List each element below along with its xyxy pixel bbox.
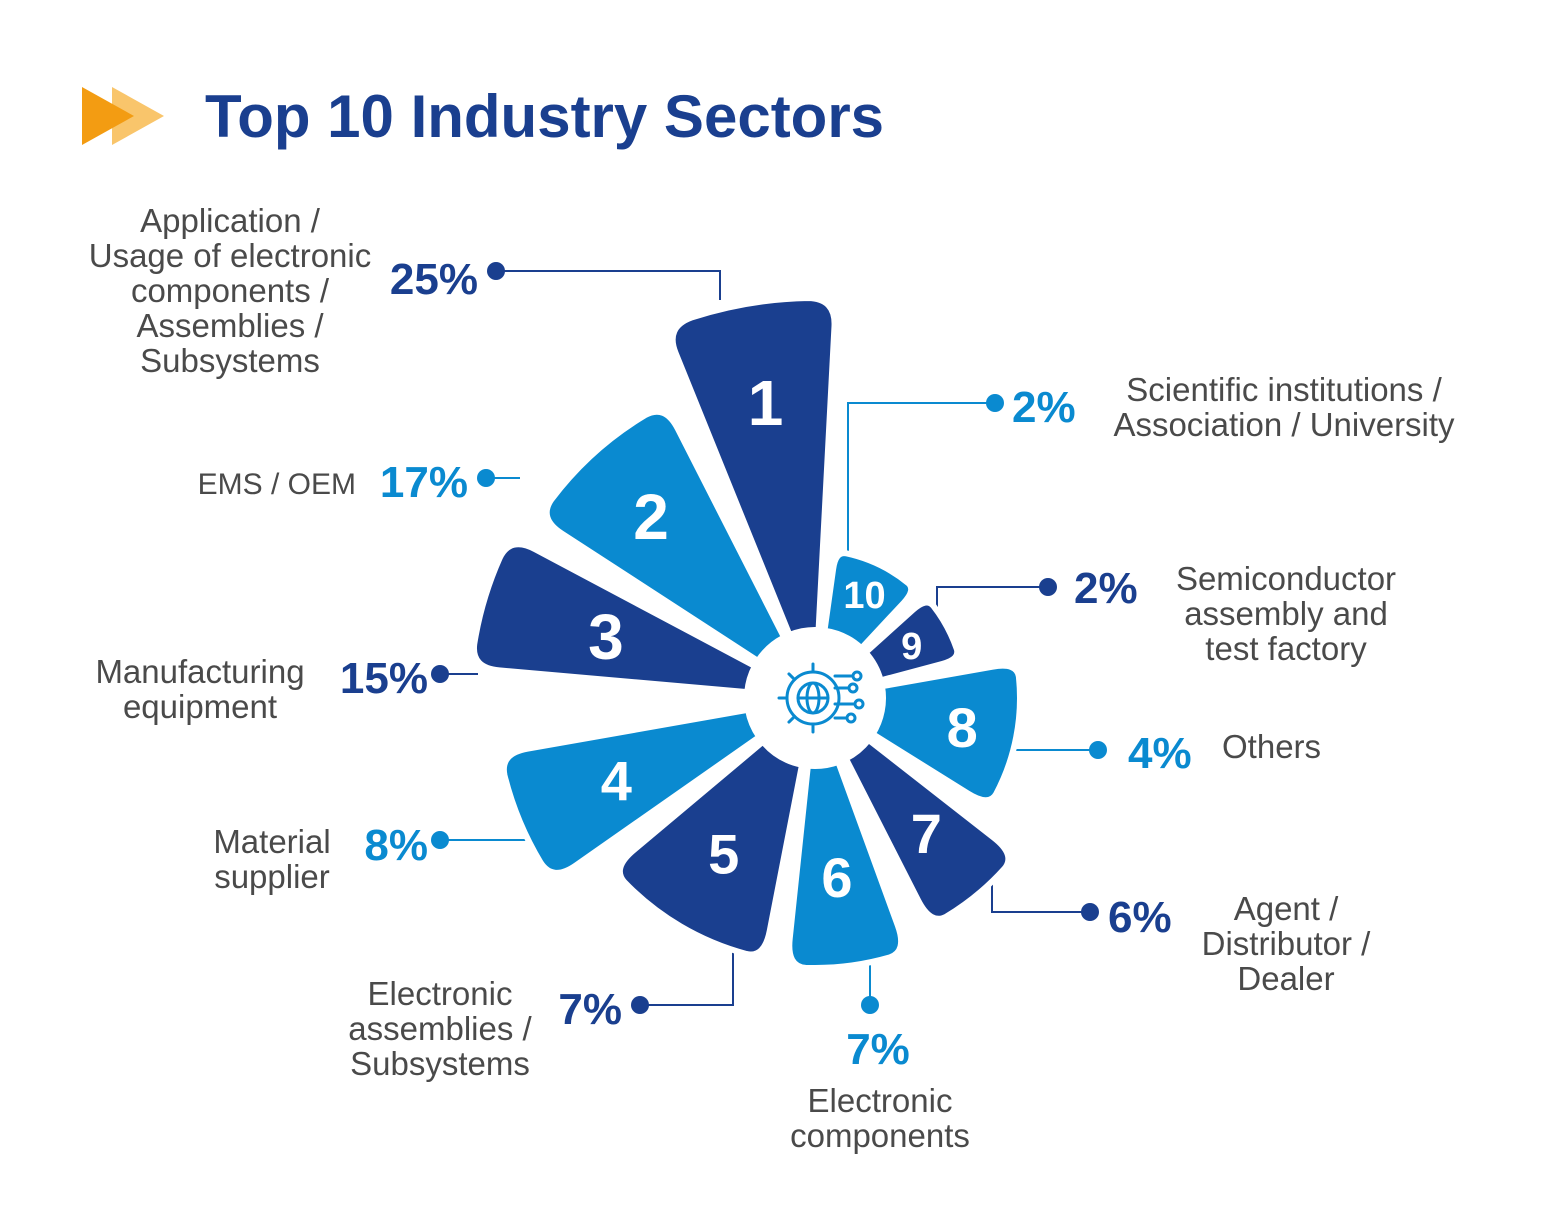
sector-rank-3: 3: [588, 601, 624, 673]
leader-line-10: [847, 402, 995, 560]
leader-dot-5: [631, 996, 649, 1014]
sector-label-line: Electronic: [808, 1082, 953, 1119]
leader-dot-10: [986, 394, 1004, 412]
sector-rank-7: 7: [911, 802, 942, 865]
sector-label-7: Agent / Distributor / Dealer: [1202, 890, 1372, 997]
leader-dot-3: [431, 665, 449, 683]
sector-label-line: test factory: [1205, 630, 1367, 667]
leader-dot-6: [861, 996, 879, 1014]
sector-label-line: Dealer: [1237, 960, 1334, 997]
sector-label-line: Subsystems: [350, 1045, 530, 1082]
sector-percent-7: 6%: [1108, 893, 1172, 942]
sector-label-2: EMS / OEM: [198, 468, 356, 501]
gear-globe-circuit-icon: [777, 662, 865, 734]
page-title: Top 10 Industry Sectors: [205, 83, 884, 150]
leader-dot-1: [487, 262, 505, 280]
sector-wedge-1: [669, 295, 838, 638]
sector-percent-5: 7%: [558, 985, 622, 1034]
header: Top 10 Industry Sectors: [82, 83, 884, 150]
leader-dot-7: [1081, 903, 1099, 921]
sector-label-line: Electronic: [368, 975, 513, 1012]
sector-rank-8: 8: [947, 696, 978, 759]
sector-label-4: Material supplier: [213, 823, 330, 895]
sector-percent-3: 15%: [340, 654, 428, 703]
sector-label-8: Others: [1222, 728, 1321, 765]
sector-label-6: Electronic components: [790, 1082, 970, 1154]
sector-label-line: Usage of electronic: [89, 237, 371, 274]
sector-percent-1: 25%: [390, 255, 478, 304]
sector-label-line: components /: [131, 272, 330, 309]
leader-dot-9: [1039, 578, 1057, 596]
sector-label-line: Semiconductor: [1176, 560, 1396, 597]
sector-rank-2: 2: [633, 481, 669, 553]
sector-label-10: Scientific institutions / Association / U…: [1113, 371, 1455, 443]
sector-wedge-8: [869, 662, 1024, 804]
sector-wedge-9: [862, 599, 961, 684]
play-arrow-front-icon: [82, 87, 134, 145]
sector-label-line: Manufacturing: [95, 653, 304, 690]
sector-label-1: Application / Usage of electronic componen…: [89, 202, 371, 379]
leader-dot-8: [1089, 741, 1107, 759]
sector-label-line: Distributor /: [1202, 925, 1372, 962]
sector-wedge-7: [842, 736, 1012, 922]
sector-label-line: Agent /: [1234, 890, 1339, 927]
sector-wedge-4: [500, 706, 763, 876]
sector-labels: 25%Application / Usage of electronic compo…: [89, 202, 1455, 1154]
sector-label-line: Subsystems: [140, 342, 320, 379]
sector-label-line: Application /: [140, 202, 321, 239]
sector-rank-6: 6: [821, 846, 852, 909]
sector-label-line: Material: [213, 823, 330, 860]
leader-line-1: [496, 270, 721, 300]
sector-label-line: Scientific institutions /: [1126, 371, 1442, 408]
sector-label-line: Others: [1222, 728, 1321, 765]
sector-label-line: supplier: [214, 858, 330, 895]
sector-wedge-10: [821, 550, 915, 652]
sector-label-line: EMS / OEM: [198, 468, 356, 501]
sector-percent-10: 2%: [1012, 383, 1076, 432]
sector-rank-5: 5: [708, 822, 739, 885]
leader-lines: [431, 262, 1107, 1014]
leader-line-7: [991, 880, 1090, 913]
sector-label-9: Semiconductor assembly and test factory: [1176, 560, 1396, 667]
leader-line-9: [936, 586, 1048, 608]
sector-rank-1: 1: [748, 367, 784, 439]
leader-line-5: [640, 945, 734, 1006]
sector-label-line: assembly and: [1184, 595, 1388, 632]
sector-label-line: components: [790, 1117, 970, 1154]
sector-rank-10: 10: [843, 575, 885, 617]
sector-label-3: Manufacturing equipment: [95, 653, 304, 725]
sector-rank-9: 9: [901, 626, 922, 668]
sector-label-5: Electronic assemblies / Subsystems: [348, 975, 532, 1082]
leader-dot-2: [477, 469, 495, 487]
play-arrows-icon: [112, 87, 164, 145]
leader-dot-4: [431, 831, 449, 849]
sector-label-line: Association / University: [1113, 406, 1455, 443]
sector-label-line: assemblies /: [348, 1010, 532, 1047]
sector-percent-4: 8%: [364, 821, 428, 870]
sector-wedge-6: [786, 758, 905, 971]
sector-percent-6: 7%: [846, 1025, 910, 1074]
sector-percent-2: 17%: [380, 458, 468, 507]
sector-percent-8: 4%: [1128, 729, 1192, 778]
sector-wedge-2: [543, 408, 788, 664]
sector-rank-4: 4: [601, 749, 632, 812]
sector-percent-9: 2%: [1074, 564, 1138, 613]
sector-label-line: Assemblies /: [136, 307, 324, 344]
sector-label-line: equipment: [123, 688, 277, 725]
sector-wedge-3: [470, 541, 758, 696]
center-hub: [751, 634, 879, 762]
sector-wedge-5: [616, 738, 806, 958]
